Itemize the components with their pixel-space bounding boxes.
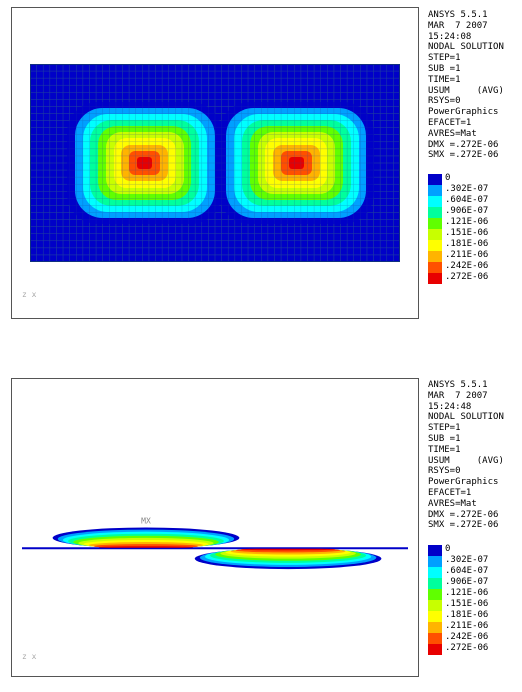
legend-label-7: .211E-06 — [445, 250, 488, 260]
legend-swatch-1 — [428, 185, 442, 196]
legend-swatch-3 — [428, 207, 442, 218]
legend-swatch-6 — [428, 240, 442, 251]
legend-swatch-2 — [428, 567, 442, 578]
svg-text:MX: MX — [141, 517, 151, 526]
legend-swatch-6 — [428, 611, 442, 622]
legend-swatch-5 — [428, 600, 442, 611]
legend-swatch-4 — [428, 218, 442, 229]
legend-swatch-9 — [428, 644, 442, 655]
legend-swatch-7 — [428, 622, 442, 633]
top-plot: z x — [12, 8, 418, 318]
legend-label-9: .272E-06 — [445, 643, 488, 653]
bottom-legend: 0.302E-07.604E-07.906E-07.121E-06.151E-0… — [428, 545, 518, 665]
legend-label-0: 0 — [445, 173, 450, 183]
top-legend: 0.302E-07.604E-07.906E-07.121E-06.151E-0… — [428, 174, 518, 294]
legend-label-6: .181E-06 — [445, 610, 488, 620]
legend-swatch-4 — [428, 589, 442, 600]
legend-label-1: .302E-07 — [445, 555, 488, 565]
legend-label-9: .272E-06 — [445, 272, 488, 282]
legend-swatch-8 — [428, 633, 442, 644]
legend-swatch-8 — [428, 262, 442, 273]
legend-label-8: .242E-06 — [445, 261, 488, 271]
legend-label-3: .906E-07 — [445, 577, 488, 587]
legend-swatch-2 — [428, 196, 442, 207]
bottom-plot: MXz x — [12, 379, 418, 676]
bottom-meta: ANSYS 5.5.1 MAR 7 2007 15:24:48 NODAL SO… — [428, 380, 504, 531]
legend-label-2: .604E-07 — [445, 566, 488, 576]
legend-swatch-0 — [428, 545, 442, 556]
legend-swatch-7 — [428, 251, 442, 262]
legend-label-6: .181E-06 — [445, 239, 488, 249]
legend-label-5: .151E-06 — [445, 228, 488, 238]
top-meta: ANSYS 5.5.1 MAR 7 2007 15:24:08 NODAL SO… — [428, 10, 504, 161]
legend-swatch-9 — [428, 273, 442, 284]
legend-label-8: .242E-06 — [445, 632, 488, 642]
legend-label-3: .906E-07 — [445, 206, 488, 216]
legend-swatch-3 — [428, 578, 442, 589]
bottom-panel: MXz x — [11, 378, 419, 677]
legend-swatch-0 — [428, 174, 442, 185]
top-panel: z x — [11, 7, 419, 319]
legend-swatch-5 — [428, 229, 442, 240]
legend-label-4: .121E-06 — [445, 217, 488, 227]
legend-label-1: .302E-07 — [445, 184, 488, 194]
legend-label-4: .121E-06 — [445, 588, 488, 598]
legend-label-5: .151E-06 — [445, 599, 488, 609]
legend-label-7: .211E-06 — [445, 621, 488, 631]
legend-label-2: .604E-07 — [445, 195, 488, 205]
legend-swatch-1 — [428, 556, 442, 567]
legend-label-0: 0 — [445, 544, 450, 554]
